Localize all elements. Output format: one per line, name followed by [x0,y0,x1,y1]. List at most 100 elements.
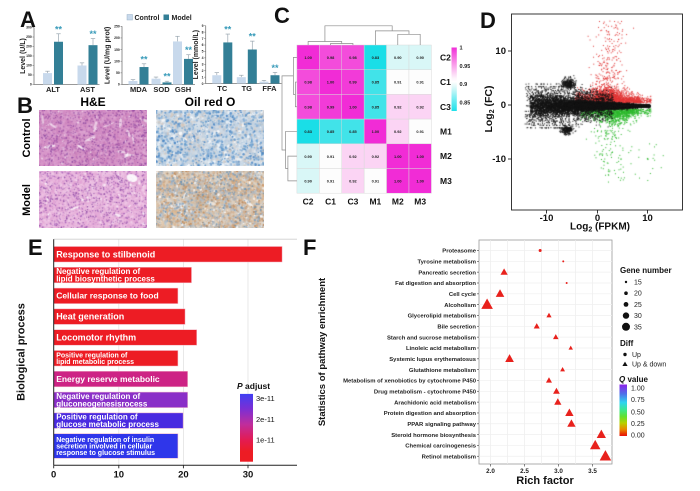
svg-text:Systemic lupus erythematosus: Systemic lupus erythematosus [389,357,476,363]
svg-text:Bile secretion: Bile secretion [437,325,476,331]
svg-text:1.00: 1.00 [349,104,357,109]
svg-text:glucose metabolic process: glucose metabolic process [56,420,159,429]
svg-text:P adjust: P adjust [237,381,270,391]
svg-text:**: ** [140,54,148,64]
svg-text:0.91: 0.91 [416,80,424,85]
svg-text:Up: Up [632,352,641,359]
svg-text:Negative regulation of insulin: Negative regulation of insulin [56,437,154,444]
svg-text:10: 10 [495,46,506,57]
svg-text:**: ** [249,32,257,42]
svg-text:Tyrosine metabolism: Tyrosine metabolism [418,260,477,266]
svg-text:2: 2 [202,69,204,73]
svg-text:Up & down: Up & down [632,362,666,369]
svg-text:1: 1 [460,46,463,52]
svg-text:Proteasome: Proteasome [442,249,476,255]
svg-text:TC: TC [217,84,228,93]
svg-text:Glutathione metabolism: Glutathione metabolism [409,368,476,374]
svg-text:C3: C3 [348,197,359,207]
svg-text:C2: C2 [440,52,451,62]
svg-text:Log2 (FC): Log2 (FC) [483,85,496,132]
svg-text:250: 250 [26,35,32,39]
svg-text:**: ** [185,45,193,55]
svg-text:0.95: 0.95 [460,64,471,70]
svg-text:20: 20 [178,469,189,480]
svg-text:0.98: 0.98 [349,55,357,60]
svg-text:M3: M3 [414,197,426,207]
svg-text:100: 100 [114,59,120,63]
svg-text:C1: C1 [325,197,336,207]
svg-text:1.00: 1.00 [304,55,312,60]
svg-text:Control: Control [135,15,160,22]
svg-text:SOD: SOD [153,85,170,94]
svg-text:7: 7 [202,37,204,41]
svg-text:gluconeogenesisrocess: gluconeogenesisrocess [56,399,148,408]
svg-text:Protein digestion and absorpti: Protein digestion and absorption [384,411,477,417]
svg-text:Drug metabolism - cytochrome P: Drug metabolism - cytochrome P450 [374,389,477,395]
svg-text:20: 20 [634,291,642,298]
svg-text:Energy reserve metabolic: Energy reserve metabolic [56,374,160,384]
svg-text:9: 9 [202,24,204,28]
svg-text:1.00: 1.00 [394,178,402,183]
svg-text:1.00: 1.00 [416,154,424,159]
svg-text:0.92: 0.92 [416,104,424,109]
svg-text:50: 50 [116,71,120,75]
svg-text:15: 15 [634,280,642,287]
svg-text:1.00: 1.00 [327,80,335,85]
svg-text:2.5: 2.5 [520,468,529,475]
svg-text:0.98: 0.98 [327,55,335,60]
svg-text:Negative regulation of: Negative regulation of [56,392,140,401]
svg-text:C2: C2 [303,197,314,207]
svg-text:secretion involved in cellular: secretion involved in cellular [56,443,152,450]
svg-text:Gene number: Gene number [620,266,672,275]
svg-text:50: 50 [28,73,32,77]
svg-text:Level (mmol/L): Level (mmol/L) [193,30,200,79]
svg-text:Positive regulation of: Positive regulation of [56,352,128,359]
svg-text:1.00: 1.00 [631,385,645,392]
svg-text:250: 250 [114,25,120,29]
svg-text:M3: M3 [440,176,452,186]
svg-text:0.9: 0.9 [460,82,468,88]
svg-text:150: 150 [114,48,120,52]
svg-text:0.50: 0.50 [631,409,645,416]
svg-text:Retinol metabolism: Retinol metabolism [422,454,476,460]
svg-text:0.99: 0.99 [349,80,357,85]
svg-text:0.90: 0.90 [304,154,312,159]
svg-text:AST: AST [80,85,95,94]
svg-text:Locomotor rhythm: Locomotor rhythm [56,333,136,343]
svg-text:25: 25 [634,302,642,309]
svg-text:0.75: 0.75 [631,397,645,404]
svg-text:30: 30 [634,313,642,320]
svg-text:Model: Model [172,15,192,22]
svg-text:0.92: 0.92 [349,154,357,159]
svg-text:5: 5 [202,50,204,54]
svg-text:0: 0 [30,83,32,87]
svg-text:1e-11: 1e-11 [256,436,275,445]
svg-text:0.85: 0.85 [327,129,335,134]
svg-text:Metabolism of xenobiotics by c: Metabolism of xenobiotics by cytochrome … [343,379,477,385]
svg-text:3.5: 3.5 [588,468,597,475]
svg-text:0.91: 0.91 [394,80,402,85]
svg-text:0.00: 0.00 [631,433,645,440]
svg-text:0: 0 [118,83,120,87]
svg-text:0.90: 0.90 [304,178,312,183]
svg-text:Glycerolipid metabolism: Glycerolipid metabolism [408,314,476,320]
svg-text:Positive regulation of: Positive regulation of [56,413,138,422]
svg-text:10: 10 [642,213,653,224]
svg-text:FFA: FFA [262,84,277,93]
svg-text:0.91: 0.91 [372,178,380,183]
svg-text:10: 10 [114,469,125,480]
svg-text:lipid biosynthetic process: lipid biosynthetic process [56,274,155,283]
svg-text:Biological process: Biological process [16,303,28,401]
svg-text:0: 0 [51,469,56,480]
svg-text:M1: M1 [440,126,452,136]
svg-text:C3: C3 [440,102,451,112]
svg-text:TG: TG [242,84,253,93]
svg-text:-10: -10 [492,154,506,165]
svg-text:3e-11: 3e-11 [256,394,275,403]
svg-text:Alcoholism: Alcoholism [444,303,476,309]
svg-text:Negative regulation of: Negative regulation of [56,267,140,276]
svg-text:0: 0 [595,213,600,224]
svg-text:200: 200 [114,36,120,40]
svg-text:1.00: 1.00 [416,178,424,183]
svg-text:2e-11: 2e-11 [256,415,275,424]
